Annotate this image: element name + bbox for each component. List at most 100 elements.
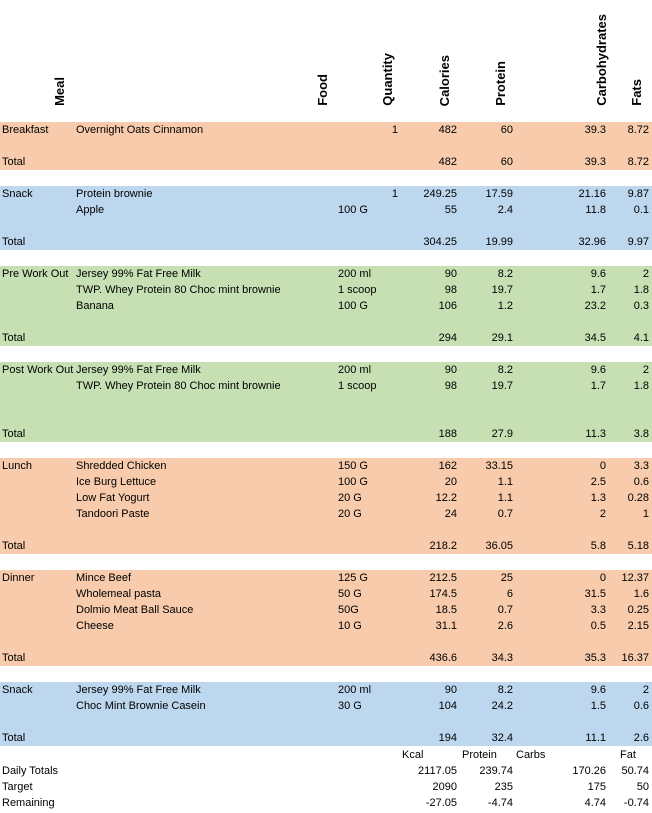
fats-cell: 2: [642, 364, 649, 376]
quantity-cell: 100 G: [338, 476, 368, 488]
total-row: Total 482 60 39.3 8.72: [0, 154, 652, 170]
quantity-cell: 200 ml: [338, 268, 372, 280]
fats-cell: 2: [642, 268, 649, 280]
quantity-cell: 10 G: [338, 620, 362, 632]
protein-cell: 1.1: [497, 476, 513, 488]
meal-section: [0, 458, 652, 554]
protein-cell: 8.2: [497, 364, 513, 376]
calories-cell: 98: [444, 380, 457, 392]
table-row: Tandoori Paste 20 G 24 0.7 2 1: [0, 506, 652, 522]
table-row: TWP. Whey Protein 80 Choc mint brownie 1 …: [0, 282, 652, 298]
total-fats: 16.37: [621, 652, 649, 664]
summary-row: Remaining -27.05 -4.74 4.74 -0.74: [0, 795, 652, 811]
food-cell: TWP. Whey Protein 80 Choc mint brownie: [76, 284, 281, 296]
summary-label: Target: [2, 781, 33, 793]
calories-cell: 98: [444, 284, 457, 296]
total-carbohydrates: 39.3: [584, 156, 606, 168]
total-label: Total: [2, 332, 26, 344]
calories-cell: 31.1: [435, 620, 457, 632]
calories-cell: 90: [444, 364, 457, 376]
summary-labels-row: Kcal Protein Carbs Fat: [0, 747, 652, 763]
calories-cell: 20: [444, 476, 457, 488]
quantity-cell: 20 G: [338, 508, 362, 520]
total-fats: 5.18: [627, 540, 649, 552]
total-label: Total: [2, 732, 26, 744]
food-cell: Cheese: [76, 620, 114, 632]
summary-label-protein: Protein: [462, 749, 497, 761]
header-protein: Protein: [493, 61, 508, 106]
quantity-cell: 50 G: [338, 588, 362, 600]
total-fats: 3.8: [633, 428, 649, 440]
meal-section: [0, 570, 652, 666]
protein-cell: 2.4: [497, 204, 513, 216]
total-row: Total 188 27.9 11.3 3.8: [0, 426, 652, 442]
quantity-cell: 200 ml: [338, 684, 372, 696]
calories-cell: 174.5: [429, 588, 457, 600]
meal-section: [0, 122, 652, 170]
carbohydrates-cell: 0.5: [590, 620, 606, 632]
protein-cell: 0.7: [497, 604, 513, 616]
fats-cell: 0.1: [633, 204, 649, 216]
meal-cell: Snack: [2, 188, 33, 200]
food-cell: Apple: [76, 204, 105, 216]
protein-cell: 2.6: [497, 620, 513, 632]
protein-cell: 25: [500, 572, 513, 584]
total-label: Total: [2, 540, 26, 552]
food-cell: Dolmio Meat Ball Sauce: [76, 604, 194, 616]
summary-fats: -0.74: [623, 797, 649, 809]
protein-cell: 8.2: [497, 268, 513, 280]
summary-carbohydrates: 4.74: [584, 797, 606, 809]
protein-cell: 0.7: [497, 508, 513, 520]
table-row: Snack Protein brownie 1 249.25 17.59 21.16 9.8…: [0, 186, 652, 202]
protein-cell: 8.2: [497, 684, 513, 696]
calories-cell: 90: [444, 684, 457, 696]
total-row: Total 218.2 36.05 5.8 5.18: [0, 538, 652, 554]
total-fats: 8.72: [627, 156, 649, 168]
table-row: Low Fat Yogurt 20 G 12.2 1.1 1.3 0.28: [0, 490, 652, 506]
total-label: Total: [2, 156, 26, 168]
carbohydrates-cell: 2: [599, 508, 606, 520]
column-header-row: Meal Food Quantity Calories Protein Carb…: [0, 0, 652, 122]
protein-cell: 1.1: [497, 492, 513, 504]
summary-label-kcal: Kcal: [402, 749, 424, 761]
quantity-cell: 1 scoop: [338, 284, 377, 296]
total-fats: 9.97: [627, 236, 649, 248]
food-cell: Choc Mint Brownie Casein: [76, 700, 206, 712]
carbohydrates-cell: 21.16: [578, 188, 606, 200]
summary-fats: 50.74: [621, 765, 649, 777]
protein-cell: 60: [500, 124, 513, 136]
carbohydrates-cell: 0: [599, 460, 606, 472]
calories-cell: 55: [444, 204, 457, 216]
carbohydrates-cell: 1.7: [590, 380, 606, 392]
total-calories: 218.2: [429, 540, 457, 552]
table-row: Dinner Mince Beef 125 G 212.5 25 0 12.37: [0, 570, 652, 586]
meal-cell: Breakfast: [2, 124, 49, 136]
total-label: Total: [2, 428, 26, 440]
total-calories: 194: [438, 732, 457, 744]
total-label: Total: [2, 236, 26, 248]
food-cell: Jersey 99% Fat Free Milk: [76, 268, 201, 280]
food-cell: Ice Burg Lettuce: [76, 476, 157, 488]
fats-cell: 1.8: [633, 380, 649, 392]
calories-cell: 18.5: [435, 604, 457, 616]
total-carbohydrates: 11.3: [585, 428, 606, 440]
table-row: Wholemeal pasta 50 G 174.5 6 31.5 1.6: [0, 586, 652, 602]
summary-calories: -27.05: [425, 797, 457, 809]
calories-cell: 90: [444, 268, 457, 280]
total-protein: 32.4: [491, 732, 513, 744]
summary-label-carbs: Carbs: [516, 749, 546, 761]
carbohydrates-cell: 2.5: [590, 476, 606, 488]
calories-cell: 104: [438, 700, 457, 712]
total-row: Total 194 32.4 11.1 2.6: [0, 730, 652, 746]
summary-label: Remaining: [2, 797, 55, 809]
meal-cell: Post Work Out: [2, 364, 74, 376]
fats-cell: 0.28: [627, 492, 649, 504]
protein-cell: 6: [506, 588, 513, 600]
header-fats: Fats: [629, 79, 644, 106]
food-cell: Shredded Chicken: [76, 460, 167, 472]
protein-cell: 1.2: [497, 300, 513, 312]
total-carbohydrates: 35.3: [584, 652, 606, 664]
summary-calories: 2090: [432, 781, 457, 793]
meal-section: [0, 186, 652, 250]
carbohydrates-cell: 1.7: [590, 284, 606, 296]
